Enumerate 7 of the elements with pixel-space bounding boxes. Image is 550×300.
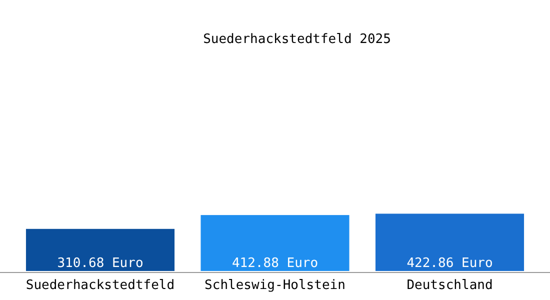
data-label: 310.68 Euro <box>57 256 144 271</box>
x-tick-label: Suederhackstedtfeld <box>26 278 175 293</box>
x-tick-label: Schleswig-Holstein <box>204 278 346 293</box>
text: Suederhackstedtfeld 2025 <box>203 32 391 47</box>
x-tick-label: Deutschland <box>406 278 493 293</box>
data-label: 412.88 Euro <box>232 256 318 271</box>
data-label: 422.86 Euro <box>406 256 493 271</box>
